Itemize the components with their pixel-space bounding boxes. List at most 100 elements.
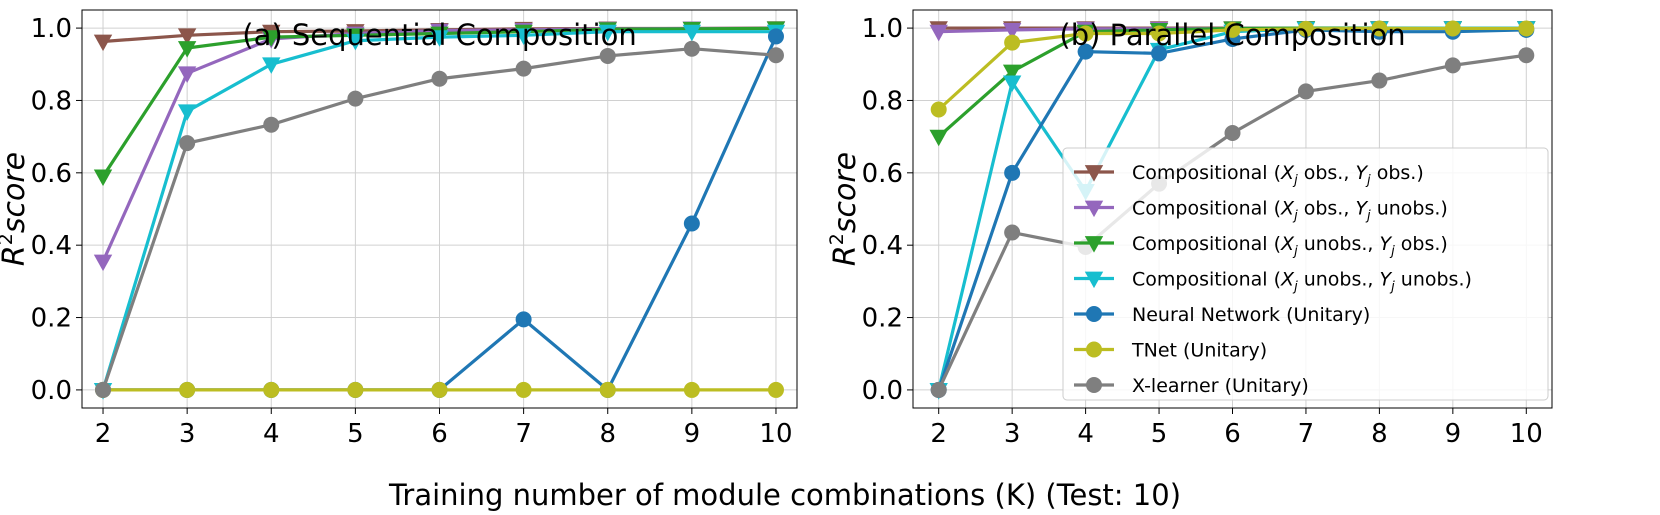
x-tick-label: 6 <box>1224 419 1241 449</box>
subplot-title: (b) Parallel Composition <box>1059 18 1405 52</box>
legend-label: Compositional (Xj obs., Yj unobs.) <box>1132 198 1448 224</box>
data-point <box>430 30 449 47</box>
axes-frame <box>912 9 1553 409</box>
data-point <box>177 66 197 83</box>
data-point <box>929 24 948 42</box>
x-tick-label: 8 <box>599 419 616 449</box>
x-tick-label: 4 <box>263 419 280 449</box>
x-tick-label: 5 <box>1151 419 1168 449</box>
legend-label: Neural Network (Unitary) <box>1132 304 1370 326</box>
x-tick-label: 7 <box>1298 419 1315 449</box>
legend-marker <box>1084 236 1104 253</box>
y-tick-label: 0.6 <box>862 159 903 189</box>
data-point <box>179 381 196 398</box>
data-point <box>1077 25 1094 42</box>
data-point <box>346 33 365 51</box>
series-tnet-unitary- <box>95 381 784 398</box>
legend-marker <box>1084 165 1104 182</box>
y-tick-label: 1.0 <box>31 14 72 44</box>
data-point <box>767 28 784 45</box>
x-tick-label: 9 <box>1445 419 1462 449</box>
data-point <box>347 90 364 107</box>
data-point <box>1004 164 1021 181</box>
data-point <box>930 101 947 118</box>
y-tick-label: 0.0 <box>862 376 903 406</box>
x-tick-label: 7 <box>515 419 532 449</box>
series-x-learner-unitary- <box>95 40 784 398</box>
legend-item: TNet (Unitary) <box>1074 340 1267 362</box>
data-point <box>1444 20 1461 37</box>
legend-marker <box>1084 200 1104 218</box>
legend-marker <box>1086 306 1102 322</box>
data-point <box>1297 20 1314 37</box>
y-tick-label: 0.0 <box>31 376 72 406</box>
x-tick-label: 10 <box>759 419 792 449</box>
y-axis-label: R2score <box>0 152 32 266</box>
legend-item: Compositional (Xj unobs., Yj unobs.) <box>1074 269 1472 295</box>
subplot-2: 0.0 0.2 0.4 0.6 0.8 1.0 2 3 4 5 6 7 8 9 10 (b) Parallel… <box>826 9 1553 449</box>
data-point <box>1002 64 1022 82</box>
y-tick-label: 0.4 <box>862 231 903 261</box>
legend-item: Compositional (Xj obs., Yj obs.) <box>1074 162 1424 188</box>
y-tick-label: 0.6 <box>31 159 72 189</box>
y-tick-label: 0.2 <box>862 304 903 334</box>
x-tick-label: 5 <box>347 419 364 449</box>
legend: Compositional (Xj obs., Yj obs.) Composit… <box>1062 147 1549 401</box>
data-point <box>93 34 113 52</box>
x-tick-label: 10 <box>1510 419 1543 449</box>
legend-item: X-learner (Unitary) <box>1074 375 1309 397</box>
data-point <box>1002 75 1022 93</box>
data-point <box>177 104 197 121</box>
subplot-title: (a) Sequential Composition <box>242 18 636 52</box>
data-point <box>431 70 448 87</box>
data-point <box>1518 20 1535 37</box>
legend-label: Compositional (Xj unobs., Yj obs.) <box>1132 233 1448 259</box>
legend-label: Compositional (Xj obs., Yj obs.) <box>1132 162 1424 188</box>
x-tick-label: 2 <box>930 419 947 449</box>
x-axis-label: Training number of module combinations (… <box>388 478 1181 512</box>
data-point <box>1224 21 1241 38</box>
data-point <box>262 30 281 47</box>
data-point <box>930 381 947 398</box>
legend-label: Compositional (Xj unobs., Yj unobs.) <box>1132 269 1472 295</box>
y-tick-label: 0.8 <box>862 86 903 116</box>
data-point <box>683 381 700 398</box>
data-point <box>683 215 700 232</box>
data-point <box>262 57 281 74</box>
x-tick-label: 4 <box>1077 419 1094 449</box>
data-point <box>1371 20 1388 37</box>
legend-label: TNet (Unitary) <box>1131 340 1267 362</box>
y-tick-label: 1.0 <box>862 14 903 44</box>
data-point <box>767 47 784 64</box>
data-point <box>1077 43 1094 60</box>
y-tick-label: 0.4 <box>31 231 72 261</box>
data-point <box>263 381 280 398</box>
data-point <box>1002 23 1022 40</box>
legend-item: Compositional (Xj obs., Yj unobs.) <box>1074 198 1448 224</box>
y-axis-label: R2score <box>826 152 863 266</box>
data-point <box>1518 47 1535 64</box>
data-point <box>515 381 532 398</box>
axes-frame <box>81 9 798 409</box>
data-point <box>515 60 532 77</box>
data-point <box>1151 25 1168 42</box>
legend-label: X-learner (Unitary) <box>1132 375 1309 397</box>
data-point <box>1224 125 1241 142</box>
x-tick-label: 8 <box>1371 419 1388 449</box>
y-tick-label: 0.2 <box>31 304 72 334</box>
x-tick-label: 2 <box>95 419 112 449</box>
x-tick-label: 9 <box>684 419 701 449</box>
data-point <box>93 169 113 187</box>
data-point <box>347 381 364 398</box>
data-point <box>179 135 196 152</box>
data-point <box>767 381 784 398</box>
data-point <box>95 381 112 398</box>
x-tick-label: 6 <box>431 419 448 449</box>
data-point <box>1444 57 1461 74</box>
x-tick-label: 3 <box>179 419 196 449</box>
y-tick-label: 0.8 <box>31 86 72 116</box>
data-point <box>514 28 533 45</box>
data-point <box>515 311 532 328</box>
